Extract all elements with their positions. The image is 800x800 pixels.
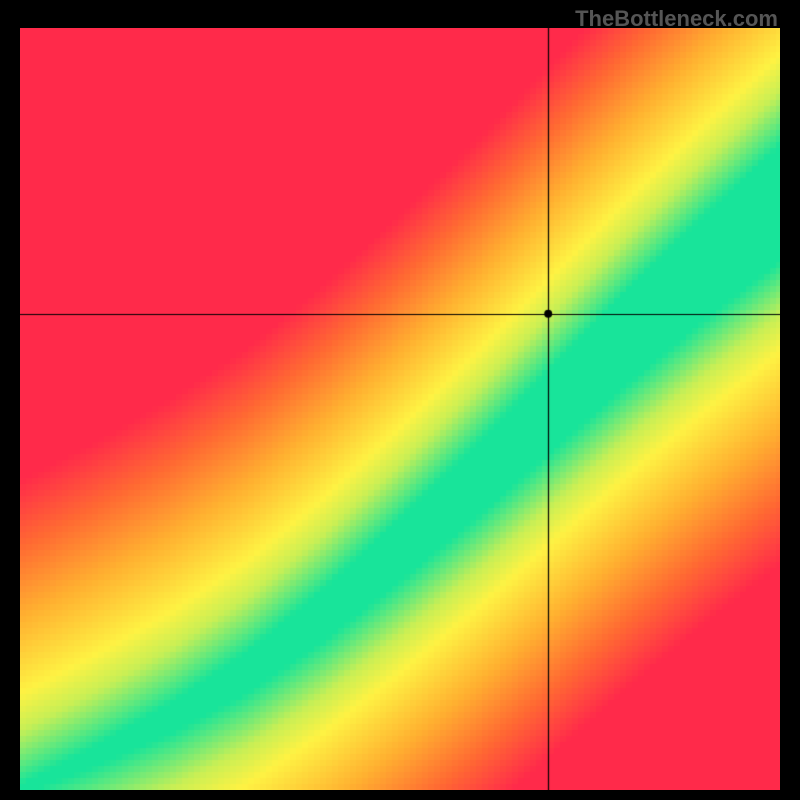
bottleneck-heatmap [20, 28, 780, 790]
chart-container: TheBottleneck.com [0, 0, 800, 800]
watermark-text: TheBottleneck.com [575, 6, 778, 32]
